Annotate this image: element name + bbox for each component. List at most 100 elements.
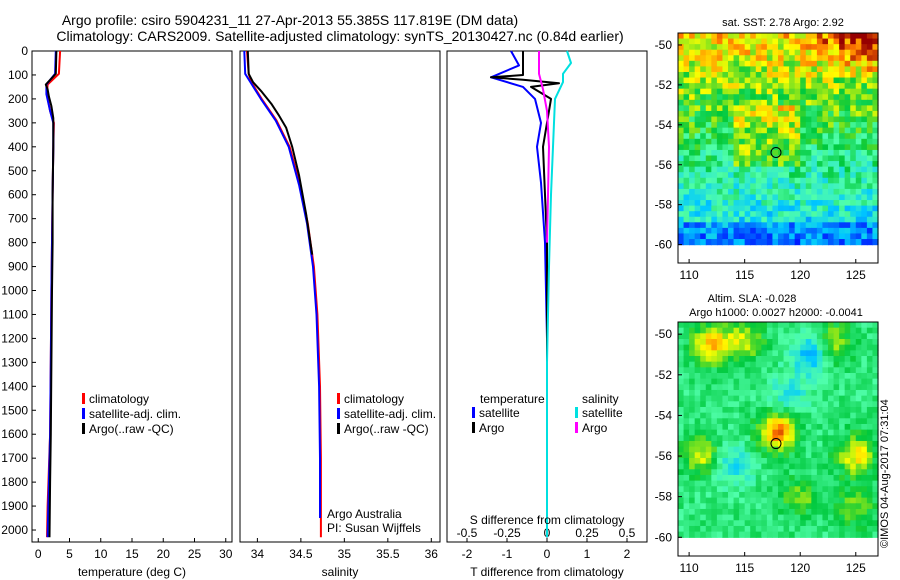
heatmap-cell <box>733 71 740 79</box>
heatmap-cell <box>850 166 857 173</box>
heatmap-cell <box>789 110 796 118</box>
heatmap-cell <box>689 531 696 538</box>
heatmap-cell <box>694 155 701 162</box>
heatmap-cell <box>755 94 762 101</box>
heatmap-cell <box>789 401 796 408</box>
heatmap-cell <box>728 155 735 162</box>
heatmap-cell <box>694 83 701 90</box>
heatmap-cell <box>811 177 818 184</box>
heatmap-cell <box>800 161 807 168</box>
depth-tick-label: 100 <box>8 68 28 82</box>
heatmap-cell <box>866 166 874 173</box>
heatmap-cell <box>694 33 701 40</box>
heatmap-cell <box>700 378 707 385</box>
heatmap-cell <box>833 367 840 374</box>
heatmap-cell <box>861 406 868 414</box>
heatmap-cell <box>822 133 829 140</box>
heatmap-cell <box>855 361 862 368</box>
heatmap-cell <box>722 211 729 218</box>
heatmap-cell <box>755 216 762 223</box>
heatmap-cell <box>833 177 840 184</box>
heatmap-cell <box>722 127 729 134</box>
heatmap-cell <box>705 452 712 459</box>
heatmap-cell <box>816 503 824 510</box>
heatmap-cell <box>794 172 801 179</box>
heatmap-cell <box>689 401 696 408</box>
heatmap-cell <box>694 367 701 374</box>
heatmap-cell <box>861 463 868 470</box>
heatmap-cell <box>850 233 857 240</box>
heatmap-cell <box>816 361 824 368</box>
heatmap-cell <box>700 116 707 123</box>
heatmap-cell <box>705 531 712 538</box>
heatmap-cell <box>683 205 690 212</box>
heatmap-cell <box>800 503 807 510</box>
heatmap-cell <box>722 138 729 145</box>
heatmap-cell <box>850 322 857 329</box>
heatmap-cell <box>700 350 707 357</box>
heatmap-cell <box>766 188 774 196</box>
heatmap-cell <box>833 508 840 516</box>
heatmap-cell <box>739 423 746 431</box>
heatmap-cell <box>844 172 851 179</box>
heatmap-cell <box>705 133 712 140</box>
heatmap-cell <box>733 83 740 90</box>
heatmap-cell <box>816 71 824 79</box>
heatmap-cell <box>866 88 874 95</box>
heatmap-cell <box>722 503 729 510</box>
heatmap-cell <box>850 474 857 482</box>
heatmap-cell <box>855 122 862 129</box>
heatmap-cell <box>783 401 790 408</box>
heatmap-cell <box>805 378 812 385</box>
heatmap-cell <box>678 525 685 533</box>
heatmap-cell <box>789 440 796 448</box>
heatmap-cell <box>766 200 774 207</box>
heatmap-cell <box>683 367 690 374</box>
heatmap-cell <box>744 435 751 442</box>
heatmap-cell <box>750 333 757 340</box>
heatmap-cell <box>822 194 829 201</box>
lat-tick-label: -60 <box>655 238 673 252</box>
heatmap-cell <box>750 88 757 95</box>
heatmap-cell <box>783 194 790 201</box>
heatmap-cell <box>705 161 712 168</box>
heatmap-cell <box>750 389 757 397</box>
heatmap-cell <box>744 122 751 129</box>
heatmap-cell <box>789 435 796 442</box>
heatmap-cell <box>761 469 768 476</box>
heatmap-cell <box>750 361 757 368</box>
heatmap-cell <box>855 133 862 140</box>
heatmap-cell <box>694 216 701 223</box>
heatmap-cell <box>728 110 735 118</box>
heatmap-cell <box>772 122 779 129</box>
heatmap-cell <box>733 406 740 414</box>
heatmap-cell <box>811 401 818 408</box>
heatmap-cell <box>816 339 824 346</box>
heatmap-cell <box>850 144 857 151</box>
heatmap-cell <box>789 355 796 363</box>
heatmap-cell <box>755 188 762 196</box>
heatmap-cell <box>783 474 790 482</box>
heatmap-cell <box>839 116 846 123</box>
heatmap-cell <box>722 440 729 448</box>
heatmap-cell <box>683 77 690 84</box>
heatmap-cell <box>811 508 818 516</box>
heatmap-cell <box>866 440 874 448</box>
heatmap-cell <box>755 333 762 340</box>
heatmap-cell <box>744 33 751 40</box>
heatmap-cell <box>705 429 712 436</box>
heatmap-cell <box>761 372 768 380</box>
heatmap-cell <box>833 194 840 201</box>
heatmap-cell <box>744 172 751 179</box>
heatmap-cell <box>733 172 740 179</box>
heatmap-cell <box>678 446 685 453</box>
heatmap-cell <box>716 418 724 425</box>
heatmap-cell <box>744 155 751 162</box>
heatmap-cell <box>783 418 790 425</box>
heatmap-cell <box>711 531 718 538</box>
heatmap-cell <box>678 88 685 95</box>
heatmap-cell <box>739 77 746 84</box>
heatmap-cell <box>794 327 801 334</box>
heatmap-cell <box>872 401 879 408</box>
legend-swatch-satellite <box>82 408 85 419</box>
